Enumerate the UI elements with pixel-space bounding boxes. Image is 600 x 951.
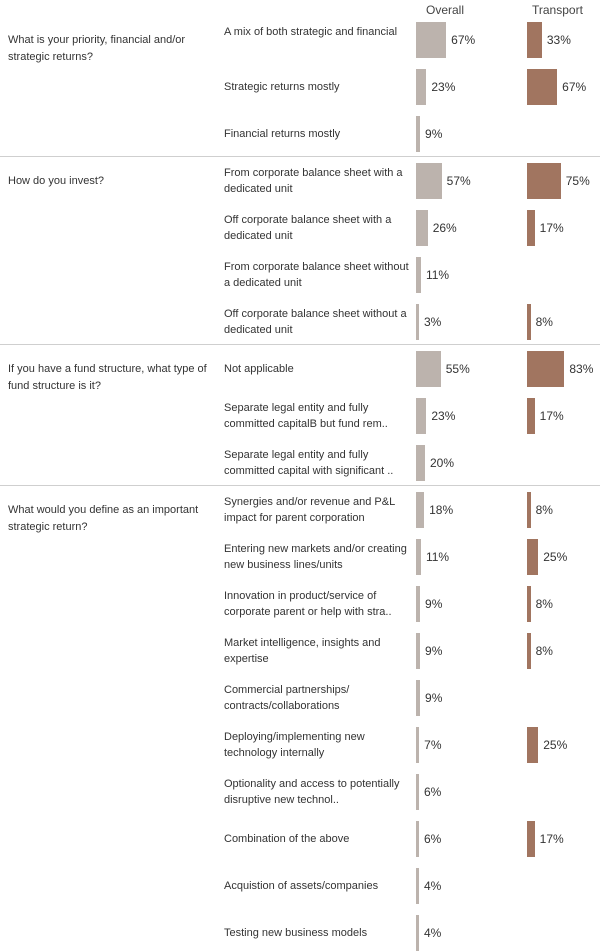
transport-bar (527, 492, 531, 528)
question-label: How do you invest? (8, 175, 104, 187)
answer-label: Separate legal entity and fully committe… (224, 402, 388, 430)
overall-value-label: 4% (424, 879, 442, 893)
transport-bar (527, 539, 539, 575)
answer-label: Off corporate balance sheet without a de… (224, 308, 407, 336)
transport-bar (527, 210, 535, 246)
overall-bar (416, 680, 421, 716)
answer-label: Off corporate balance sheet with a dedic… (224, 214, 392, 242)
transport-bar (527, 69, 558, 105)
transport-bar (527, 586, 531, 622)
answer-label: Deploying/implementing new technology in… (224, 731, 365, 759)
transport-bar (527, 633, 531, 669)
question-label: What would you define as an important st… (8, 504, 199, 533)
overall-bar (416, 727, 420, 763)
transport-value-label: 8% (535, 503, 553, 517)
overall-bar (416, 539, 421, 575)
answer-label: Market intelligence, insights and expert… (224, 637, 381, 665)
overall-value-label: 18% (429, 503, 454, 517)
transport-value-label: 17% (539, 221, 564, 235)
section-separator (0, 344, 600, 345)
overall-value-label: 4% (424, 926, 442, 940)
overall-bar (416, 915, 419, 951)
answer-label: Combination of the above (224, 833, 350, 845)
transport-bar (527, 398, 535, 434)
overall-bar (416, 69, 427, 105)
overall-bar (416, 257, 421, 293)
overall-header: Overall (426, 3, 465, 17)
answer-label: Entering new markets and/or creating new… (224, 543, 407, 571)
overall-value-label: 67% (451, 33, 476, 47)
question-label: If you have a fund structure, what type … (8, 363, 207, 392)
question-label: What is your priority, financial and/or … (8, 34, 186, 63)
transport-value-label: 67% (562, 80, 587, 94)
overall-value-label: 9% (425, 691, 443, 705)
transport-bar (527, 304, 531, 340)
transport-bar (527, 22, 542, 58)
transport-value-label: 8% (535, 597, 553, 611)
transport-bar (527, 727, 539, 763)
answer-label: Innovation in product/service of corpora… (224, 590, 392, 618)
overall-bar (416, 22, 447, 58)
overall-bar (416, 304, 419, 340)
answer-label: Acquistion of assets/companies (224, 880, 379, 892)
overall-bar (416, 821, 419, 857)
overall-value-label: 11% (425, 550, 450, 564)
transport-value-label: 75% (565, 174, 590, 188)
overall-value-label: 9% (425, 597, 443, 611)
transport-bar (527, 351, 565, 387)
overall-value-label: 55% (445, 362, 470, 376)
overall-value-label: 7% (424, 738, 442, 752)
transport-value-label: 17% (539, 832, 564, 846)
transport-value-label: 8% (535, 644, 553, 658)
overall-value-label: 9% (425, 644, 443, 658)
answer-label: Strategic returns mostly (224, 81, 340, 93)
overall-value-label: 11% (425, 268, 450, 282)
transport-header: Transport (532, 3, 583, 17)
answer-label: Testing new business models (224, 927, 368, 939)
transport-value-label: 83% (569, 362, 594, 376)
transport-value-label: 25% (543, 550, 568, 564)
overall-value-label: 57% (446, 174, 471, 188)
overall-bar (416, 116, 421, 152)
overall-bar (416, 398, 427, 434)
transport-bar (527, 163, 561, 199)
overall-bar (416, 633, 421, 669)
overall-value-label: 23% (431, 80, 456, 94)
transport-value-label: 33% (546, 33, 571, 47)
answer-label: Not applicable (224, 363, 294, 375)
overall-bar (416, 351, 441, 387)
overall-bar (416, 586, 421, 622)
answer-label: From corporate balance sheet without a d… (224, 261, 409, 289)
transport-value-label: 25% (543, 738, 568, 752)
overall-value-label: 23% (431, 409, 456, 423)
answer-label: Commercial partnerships/ contracts/colla… (224, 684, 350, 712)
overall-value-label: 26% (432, 221, 457, 235)
overall-bar (416, 492, 425, 528)
overall-bar (416, 445, 425, 481)
overall-bar (416, 163, 442, 199)
overall-value-label: 20% (430, 456, 455, 470)
overall-value-label: 9% (425, 127, 443, 141)
overall-bar (416, 868, 419, 904)
transport-value-label: 8% (535, 315, 553, 329)
answer-label: Financial returns mostly (224, 128, 341, 140)
transport-value-label: 17% (539, 409, 564, 423)
overall-bar (416, 774, 419, 810)
answer-label: From corporate balance sheet with a dedi… (224, 167, 403, 195)
section-separator (0, 156, 600, 157)
overall-value-label: 6% (424, 785, 442, 799)
answer-label: Synergies and/or revenue and P&L impact … (224, 496, 395, 524)
answer-label: Optionality and access to potentially di… (224, 778, 400, 806)
overall-value-label: 6% (424, 832, 442, 846)
overall-value-label: 3% (424, 315, 442, 329)
section-separator (0, 485, 600, 486)
answer-label: Separate legal entity and fully committe… (224, 449, 394, 477)
overall-bar (416, 210, 428, 246)
transport-bar (527, 821, 535, 857)
answer-label: A mix of both strategic and financial (224, 26, 398, 38)
